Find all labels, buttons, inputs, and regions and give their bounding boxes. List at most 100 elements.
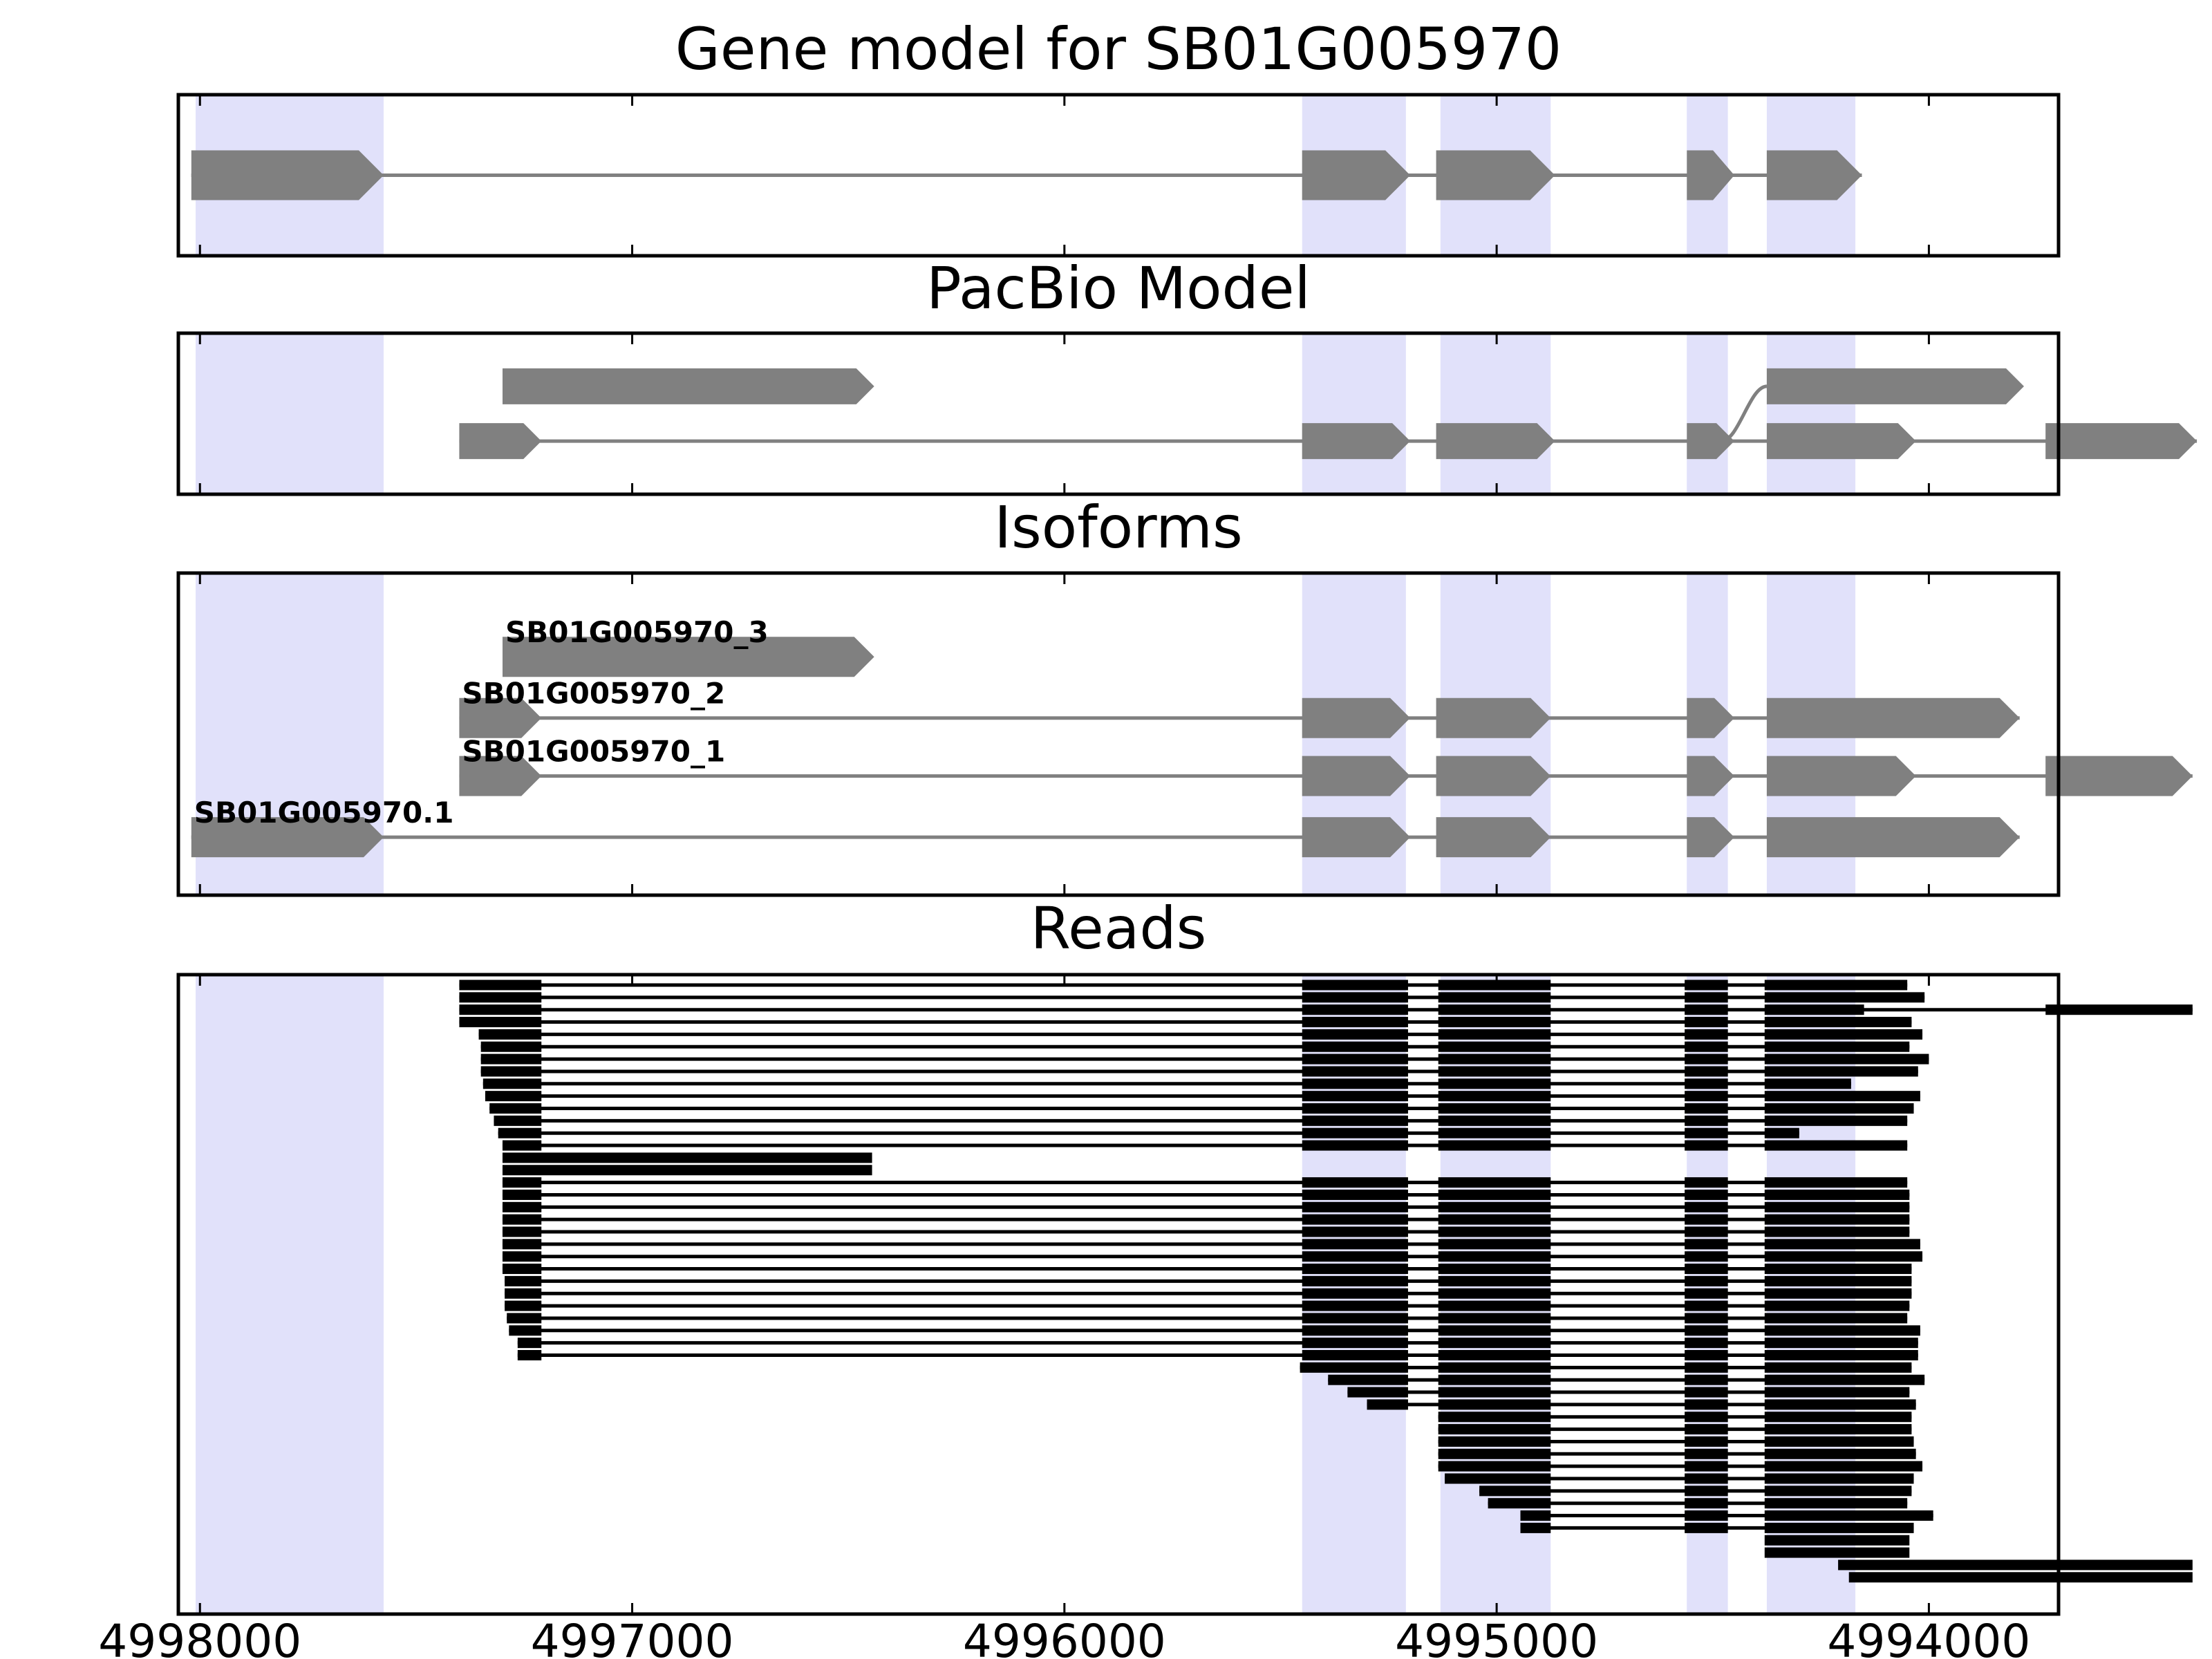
read-exon — [1685, 1053, 1728, 1065]
read-exon — [1685, 1239, 1728, 1250]
read-exon — [482, 1078, 542, 1089]
read-exon — [1302, 1264, 1408, 1275]
read-exon — [1764, 1387, 1910, 1398]
read-exon — [1302, 1115, 1408, 1126]
read-exon — [1302, 1313, 1408, 1324]
read-exon — [1764, 1448, 1916, 1459]
read-exon — [1302, 980, 1408, 991]
read-exon — [485, 1091, 542, 1102]
read-exon — [1520, 1522, 1551, 1533]
read-exon — [1438, 1177, 1551, 1188]
read-exon — [505, 1300, 542, 1311]
panel-2: PacBio Model — [176, 254, 2197, 496]
read-exon — [1479, 1485, 1551, 1497]
exon-block — [2045, 756, 2193, 796]
exon-block — [1766, 756, 1916, 796]
read-exon — [1438, 1300, 1551, 1311]
read-exon — [1685, 1115, 1728, 1126]
read-exon — [1764, 1239, 1920, 1250]
read-exon — [1685, 1264, 1728, 1275]
read-exon — [1438, 1029, 1551, 1040]
read-exon — [1764, 1313, 1908, 1324]
read-exon — [1685, 1338, 1728, 1349]
read-exon — [1445, 1473, 1551, 1484]
panel-title: Isoforms — [994, 494, 1243, 561]
read-exon — [1302, 1288, 1408, 1299]
read-exon — [1438, 1275, 1551, 1286]
read-exon — [1685, 1448, 1728, 1459]
exon-highlight-band — [196, 975, 384, 1614]
read-exon — [1764, 1350, 1918, 1360]
exon-block — [1436, 756, 1551, 796]
read-exon — [1438, 1399, 1551, 1410]
read-exon — [1438, 1004, 1551, 1015]
read-exon — [1438, 992, 1551, 1003]
read-exon — [1685, 1300, 1728, 1311]
panel-title: Gene model for SB01G005970 — [675, 15, 1562, 83]
read-exon — [1438, 1251, 1551, 1262]
read-exon — [1764, 1275, 1912, 1286]
exon-block — [1687, 697, 1734, 738]
read-exon — [1685, 1485, 1728, 1497]
read-exon — [505, 1275, 542, 1286]
exon-block — [1766, 817, 2020, 858]
read-exon — [1438, 1091, 1551, 1102]
read-exon — [1438, 1140, 1551, 1151]
read-exon — [1764, 1424, 1912, 1435]
panel-frame — [176, 973, 2061, 1616]
read-exon — [1764, 1189, 1910, 1200]
read-exon — [502, 1226, 542, 1237]
read-exon — [1328, 1374, 1408, 1385]
read-exon — [1438, 1461, 1551, 1472]
read-exon — [1685, 1017, 1728, 1028]
splice-connector — [1721, 384, 1768, 443]
read-exon — [1764, 1300, 1910, 1311]
exon-block — [1302, 697, 1411, 738]
read-exon — [1764, 1140, 1908, 1151]
read-exon — [1685, 1041, 1728, 1052]
read-exon — [1685, 1214, 1728, 1225]
exon-highlight-band — [1440, 333, 1551, 494]
exon-block — [1766, 423, 1916, 460]
read-exon — [1302, 1017, 1408, 1028]
read-exon — [459, 1017, 542, 1028]
read-exon — [1764, 992, 1925, 1003]
exon-block — [459, 423, 542, 460]
read-exon — [1302, 1325, 1408, 1336]
read-exon — [1302, 1275, 1408, 1286]
read-exon — [1685, 1362, 1728, 1373]
read-exon — [1685, 1091, 1728, 1102]
read-exon — [1438, 1387, 1551, 1398]
read-exon — [1764, 1288, 1912, 1299]
panel-1: Gene model for SB01G005970 — [176, 15, 2061, 258]
read-exon — [1302, 992, 1408, 1003]
read-exon — [1764, 1399, 1916, 1410]
read-exon — [1438, 1066, 1551, 1077]
read-exon — [502, 1165, 872, 1176]
read-exon — [1438, 1412, 1551, 1423]
read-exon — [1685, 1029, 1728, 1040]
read-exon — [505, 1288, 542, 1299]
read-exon — [480, 1066, 542, 1077]
read-exon — [1764, 1115, 1908, 1126]
read-exon — [1685, 1226, 1728, 1237]
read-exon — [1764, 1091, 1920, 1102]
exon-block — [1766, 697, 2020, 738]
read-exon — [1438, 1103, 1551, 1114]
isoform-label: SB01G005970_3 — [505, 615, 769, 649]
isoform-label: SB01G005970_1 — [462, 735, 725, 769]
read-exon — [1764, 1535, 1910, 1546]
read-exon — [1438, 1078, 1551, 1089]
exon-block — [1436, 697, 1551, 738]
read-exon — [1764, 1473, 1914, 1484]
read-exon — [502, 1140, 542, 1151]
read-exon — [1438, 1214, 1551, 1225]
read-exon — [480, 1053, 542, 1065]
read-exon — [1438, 1115, 1551, 1126]
read-exon — [1764, 1226, 1910, 1237]
read-exon — [1685, 1325, 1728, 1336]
read-exon — [1347, 1387, 1408, 1398]
read-exon — [1764, 1374, 1925, 1385]
read-exon — [1438, 1127, 1551, 1138]
read-exon — [1848, 1572, 2193, 1583]
